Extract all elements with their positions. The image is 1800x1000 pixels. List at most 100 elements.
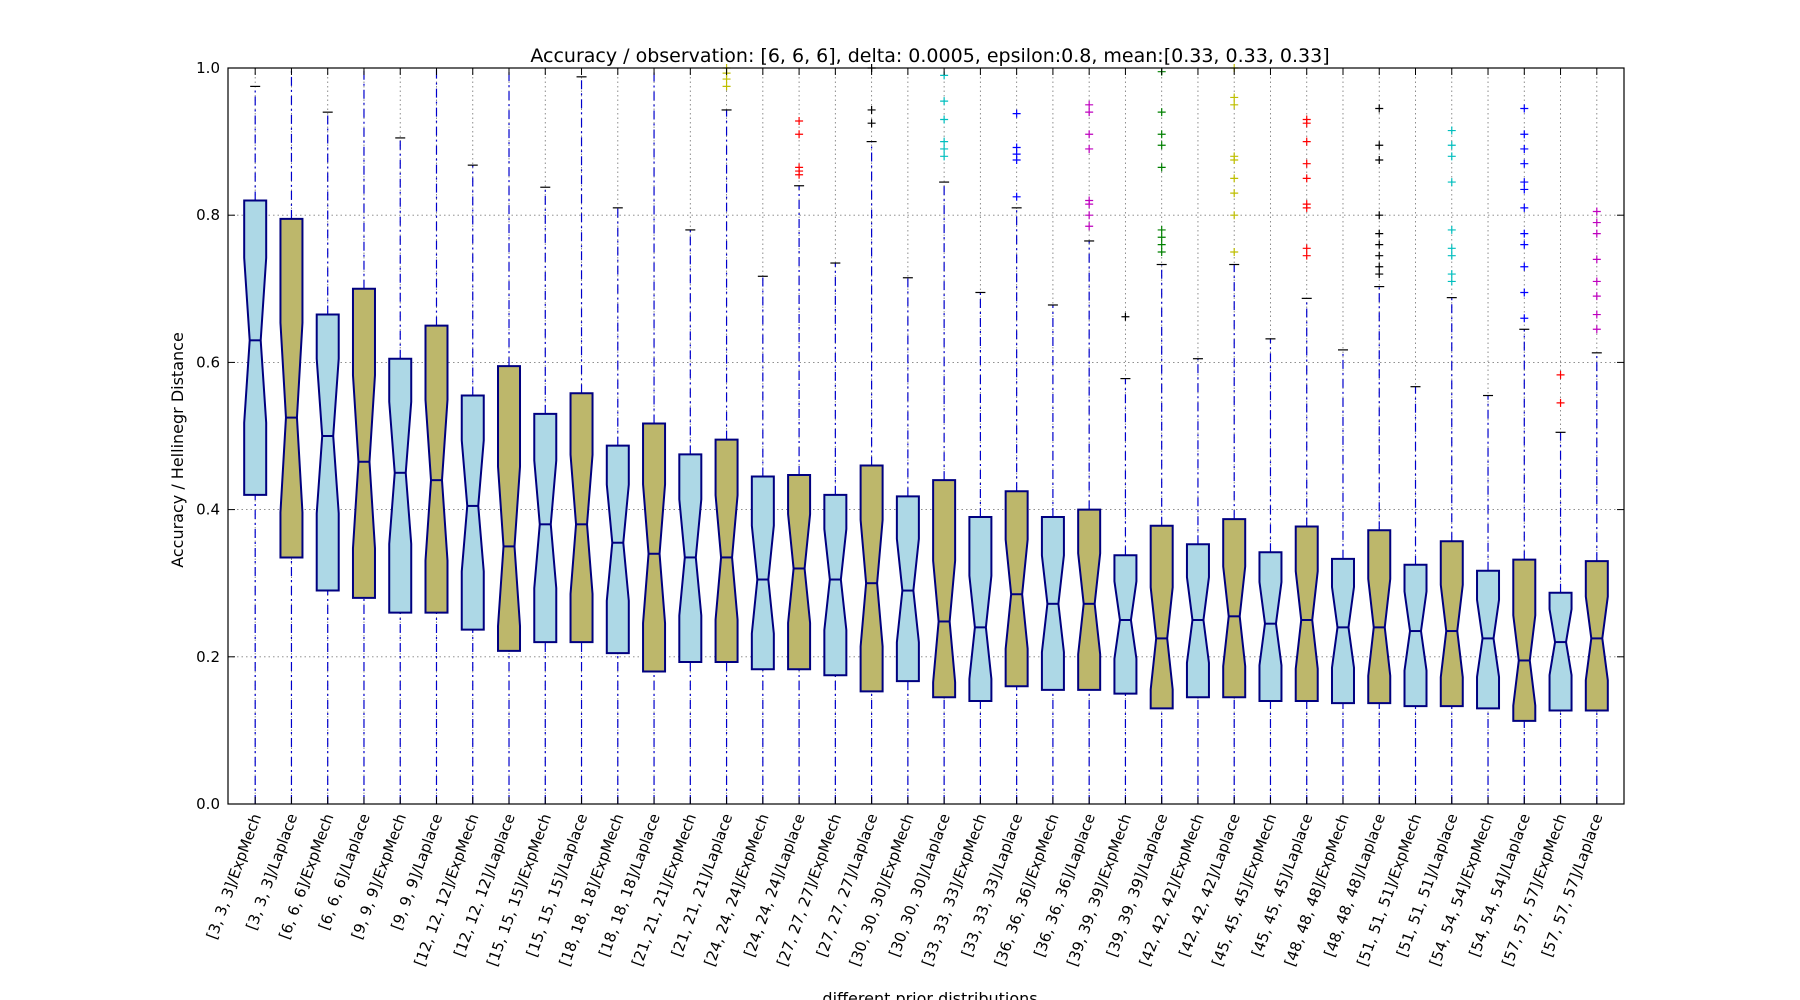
box-expmech bbox=[823, 493, 848, 677]
outlier-marker bbox=[1230, 211, 1239, 220]
box-laplace bbox=[1367, 529, 1392, 705]
outlier-marker bbox=[1520, 240, 1529, 249]
box-laplace bbox=[1439, 540, 1464, 708]
outlier-marker bbox=[1520, 130, 1529, 139]
outlier-marker bbox=[1302, 251, 1311, 260]
outlier-marker bbox=[1447, 225, 1456, 234]
outlier-marker bbox=[1375, 156, 1384, 164]
outlier-marker bbox=[1302, 200, 1311, 209]
outlier-marker bbox=[1592, 207, 1601, 216]
outlier-marker bbox=[1302, 174, 1311, 183]
box-expmech bbox=[1330, 557, 1355, 705]
box-laplace bbox=[1294, 525, 1319, 702]
box-expmech bbox=[315, 313, 340, 592]
outlier-marker bbox=[1230, 152, 1239, 161]
outlier-marker bbox=[1592, 310, 1601, 319]
outlier-marker bbox=[1447, 178, 1456, 187]
chart-title: Accuracy / observation: [6, 6, 6], delta… bbox=[530, 45, 1329, 67]
y-tick-label: 0.4 bbox=[196, 501, 220, 519]
box-expmech bbox=[388, 357, 413, 614]
outlier-marker bbox=[1556, 398, 1565, 407]
outlier-marker bbox=[1375, 270, 1384, 279]
box-expmech bbox=[1403, 563, 1428, 708]
outlier-marker bbox=[1230, 174, 1239, 183]
outlier-marker bbox=[1230, 189, 1239, 198]
outlier-marker bbox=[940, 137, 949, 146]
box-laplace bbox=[787, 474, 812, 671]
outlier-marker bbox=[1157, 225, 1166, 234]
outlier-marker bbox=[940, 115, 949, 124]
box-laplace bbox=[1584, 560, 1609, 712]
outlier-marker bbox=[1375, 251, 1384, 260]
outlier-marker bbox=[1012, 109, 1021, 118]
box-expmech bbox=[750, 475, 775, 671]
outlier-marker bbox=[1012, 143, 1021, 152]
outlier-marker bbox=[1157, 240, 1166, 249]
outlier-marker bbox=[1375, 211, 1384, 220]
outlier-marker bbox=[940, 152, 949, 161]
outlier-marker bbox=[1085, 222, 1094, 231]
box-laplace bbox=[1149, 524, 1174, 710]
outlier-marker bbox=[1302, 159, 1311, 168]
outlier-marker bbox=[1592, 229, 1601, 238]
outlier-marker bbox=[1520, 185, 1529, 194]
box-expmech bbox=[895, 495, 920, 683]
outlier-marker bbox=[1556, 370, 1565, 379]
outlier-marker bbox=[1520, 159, 1529, 168]
outlier-marker bbox=[940, 97, 949, 106]
y-tick-label: 0.2 bbox=[196, 648, 220, 666]
box-laplace bbox=[714, 438, 739, 663]
outlier-marker bbox=[1375, 262, 1384, 271]
outlier-marker bbox=[1302, 244, 1311, 253]
y-tick-label: 0.8 bbox=[196, 206, 220, 224]
outlier-marker bbox=[1157, 141, 1166, 150]
outlier-marker bbox=[1375, 229, 1384, 238]
outlier-marker bbox=[1520, 178, 1529, 187]
outlier-marker bbox=[1230, 100, 1239, 109]
y-tick-label: 0.6 bbox=[196, 353, 220, 371]
box-expmech bbox=[533, 412, 558, 644]
outlier-marker bbox=[940, 144, 949, 153]
outlier-marker bbox=[1447, 251, 1456, 260]
outlier-marker bbox=[867, 119, 876, 128]
outlier-marker bbox=[1302, 137, 1311, 146]
outlier-marker bbox=[1375, 141, 1384, 150]
box-laplace bbox=[932, 479, 957, 699]
box-laplace bbox=[1222, 518, 1247, 699]
outlier-marker bbox=[1157, 248, 1166, 256]
y-tick-layer: 0.0 0.2 0.4 0.6 0.8 1.0 bbox=[196, 59, 1624, 813]
outlier-marker bbox=[1085, 144, 1094, 153]
box-expmech bbox=[243, 199, 268, 496]
outlier-marker bbox=[1157, 163, 1166, 172]
outlier-marker bbox=[1085, 100, 1094, 109]
outlier-marker bbox=[1085, 130, 1094, 139]
outlier-marker bbox=[867, 105, 876, 114]
outlier-marker bbox=[1520, 229, 1529, 238]
outlier-marker bbox=[1520, 203, 1529, 212]
outlier-marker bbox=[1375, 240, 1384, 249]
outlier-marker bbox=[722, 82, 731, 91]
y-tick-label: 1.0 bbox=[196, 59, 220, 77]
box-expmech bbox=[968, 515, 993, 702]
box-laplace bbox=[642, 422, 667, 673]
outlier-marker bbox=[1447, 141, 1456, 150]
outlier-marker bbox=[1012, 192, 1021, 201]
box-expmech bbox=[1113, 554, 1138, 695]
outlier-marker bbox=[1592, 277, 1601, 286]
outlier-marker bbox=[795, 116, 804, 125]
outlier-marker bbox=[1592, 292, 1601, 301]
box-laplace bbox=[351, 287, 376, 599]
outlier-marker bbox=[1520, 262, 1529, 271]
box-expmech bbox=[1258, 551, 1283, 702]
outlier-marker bbox=[1121, 312, 1130, 321]
box-laplace bbox=[424, 324, 449, 614]
box-expmech bbox=[1476, 569, 1501, 710]
plot-frame bbox=[227, 67, 1625, 805]
y-axis-label: Accuracy / Hellinegr Distance bbox=[168, 332, 187, 568]
outlier-marker bbox=[1447, 244, 1456, 253]
box-expmech bbox=[1548, 591, 1573, 712]
outlier-marker bbox=[1157, 130, 1166, 139]
outlier-marker bbox=[1085, 211, 1094, 220]
y-tick-label: 0.0 bbox=[196, 795, 220, 813]
